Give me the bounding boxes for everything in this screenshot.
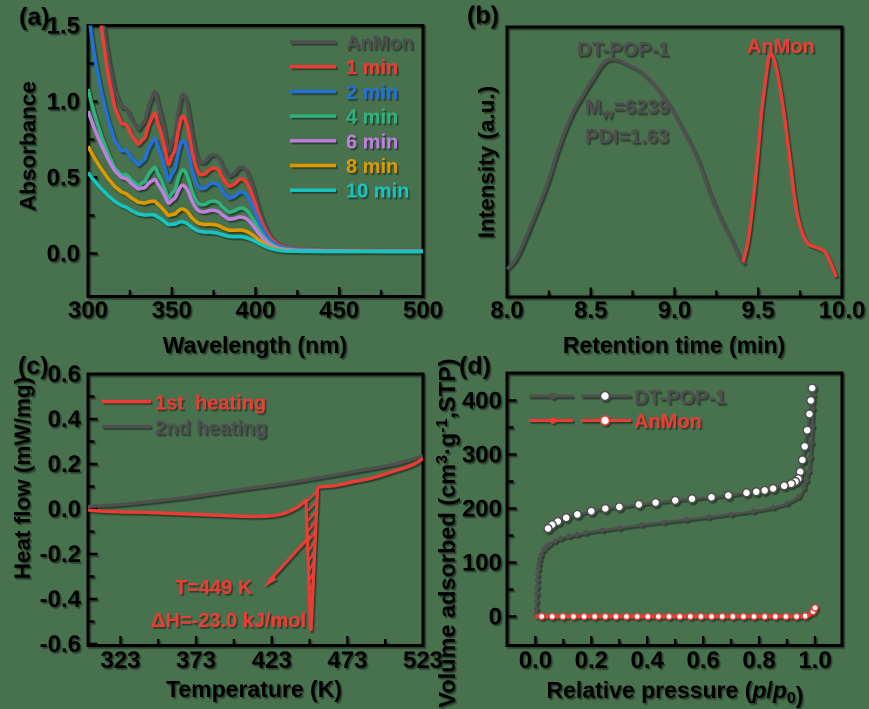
svg-text:AnMon: AnMon	[634, 411, 702, 433]
svg-text:473: 473	[327, 647, 367, 674]
svg-text:Retention time (min): Retention time (min)	[563, 332, 785, 358]
svg-text:300: 300	[68, 297, 108, 324]
svg-text:8.5: 8.5	[574, 297, 607, 324]
svg-text:4 min: 4 min	[346, 107, 398, 129]
svg-text:300: 300	[462, 442, 502, 469]
svg-text:10 min: 10 min	[346, 181, 409, 203]
svg-text:Temperature (K): Temperature (K)	[166, 676, 342, 702]
svg-text:523: 523	[403, 647, 443, 674]
svg-text:Absorbance: Absorbance	[16, 81, 41, 211]
svg-text:-0.6: -0.6	[40, 631, 81, 658]
svg-text:0.5: 0.5	[47, 165, 80, 192]
svg-text:0.2: 0.2	[48, 451, 81, 478]
svg-text:0.8: 0.8	[742, 647, 775, 674]
svg-text:500: 500	[403, 297, 443, 324]
svg-text:1.0: 1.0	[47, 89, 80, 116]
svg-text:DT-POP-1: DT-POP-1	[634, 387, 726, 409]
svg-text:1 min: 1 min	[346, 57, 398, 79]
svg-text:100: 100	[462, 550, 502, 577]
svg-text:2nd heating: 2nd heating	[155, 418, 267, 440]
svg-text:0.0: 0.0	[48, 496, 81, 523]
svg-text:0.6: 0.6	[687, 647, 720, 674]
svg-text:0.0: 0.0	[519, 647, 552, 674]
svg-text:9.0: 9.0	[658, 297, 691, 324]
svg-text:(b): (b)	[467, 2, 499, 30]
svg-text:0.6: 0.6	[48, 361, 81, 388]
svg-text:10.0: 10.0	[819, 297, 866, 324]
svg-text:8 min: 8 min	[346, 156, 398, 178]
svg-text:1st heating: 1st heating	[155, 393, 266, 415]
svg-text:T=449 K: T=449 K	[175, 577, 253, 599]
svg-text:1.0: 1.0	[798, 647, 831, 674]
svg-text:-0.4: -0.4	[40, 586, 82, 613]
svg-text:350: 350	[152, 297, 192, 324]
svg-text:Mw=6239: Mw=6239	[585, 97, 670, 123]
svg-text:0: 0	[489, 604, 502, 631]
svg-text:(d): (d)	[459, 352, 491, 380]
svg-text:9.5: 9.5	[742, 297, 775, 324]
svg-text:2 min: 2 min	[346, 82, 398, 104]
svg-text:400: 400	[462, 388, 502, 415]
svg-text:-0.2: -0.2	[40, 541, 81, 568]
svg-text:423: 423	[252, 647, 292, 674]
svg-text:Heat flow (mW/mg): Heat flow (mW/mg)	[10, 377, 35, 580]
svg-text:200: 200	[462, 496, 502, 523]
svg-text:0.0: 0.0	[47, 241, 80, 268]
svg-text:0.4: 0.4	[631, 647, 665, 674]
svg-text:323: 323	[100, 647, 140, 674]
svg-text:1.5: 1.5	[47, 13, 80, 40]
svg-text:Wavelength (nm): Wavelength (nm)	[163, 332, 347, 358]
svg-text:ΔH=-23.0 kJ/mol: ΔH=-23.0 kJ/mol	[151, 610, 306, 632]
svg-text:AnMon: AnMon	[346, 33, 414, 55]
svg-text:0.4: 0.4	[48, 406, 82, 433]
svg-text:AnMon: AnMon	[747, 36, 815, 58]
svg-text:(c): (c)	[18, 352, 49, 380]
svg-text:(a): (a)	[19, 3, 50, 31]
svg-text:8.0: 8.0	[490, 297, 523, 324]
svg-text:6 min: 6 min	[346, 131, 398, 153]
svg-text:DT-POP-1: DT-POP-1	[577, 39, 669, 61]
svg-text:373: 373	[176, 647, 216, 674]
svg-text:Relative pressure (p/p0): Relative pressure (p/p0)	[547, 677, 804, 708]
svg-text:PDI=1.63: PDI=1.63	[585, 126, 669, 148]
svg-text:Intensity (a.u.): Intensity (a.u.)	[474, 86, 499, 239]
svg-text:450: 450	[319, 297, 359, 324]
svg-text:Volume adsorbed (cm3·g-1,STP): Volume adsorbed (cm3·g-1,STP)	[434, 358, 460, 707]
svg-text:0.2: 0.2	[575, 647, 608, 674]
svg-text:400: 400	[235, 297, 275, 324]
